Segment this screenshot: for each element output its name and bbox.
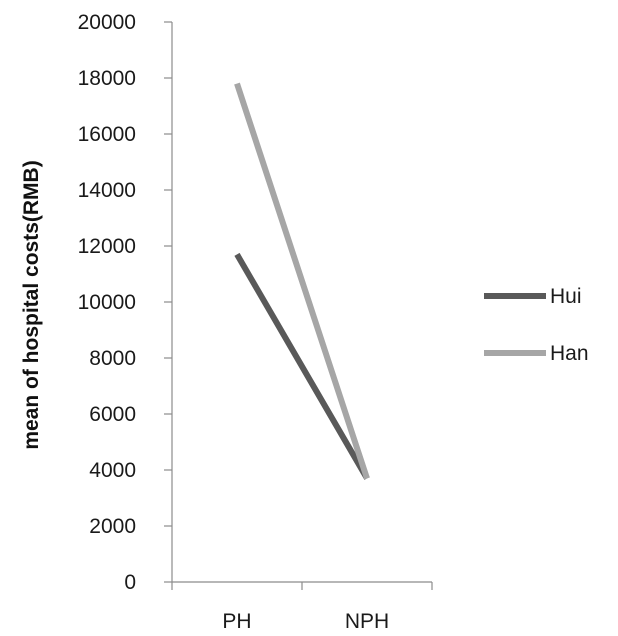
legend-label-hui: Hui bbox=[550, 285, 582, 308]
x-tick-label: PH bbox=[222, 610, 251, 633]
y-tick-label: 16000 bbox=[78, 123, 136, 146]
legend: Hui Han bbox=[484, 285, 589, 365]
y-tick-label: 10000 bbox=[78, 291, 136, 314]
x-axis: PH NPH bbox=[171, 581, 433, 633]
series-line-han bbox=[234, 82, 370, 480]
y-tick-label: 2000 bbox=[89, 515, 136, 538]
y-tick-label: 14000 bbox=[78, 179, 136, 202]
y-tick-label: 12000 bbox=[78, 235, 136, 258]
y-tick-label: 20000 bbox=[78, 11, 136, 34]
series-lines bbox=[234, 82, 370, 480]
y-tick-label: 18000 bbox=[78, 67, 136, 90]
y-tick-label: 6000 bbox=[89, 403, 136, 426]
series-line-hui bbox=[234, 252, 370, 480]
y-tick-label: 4000 bbox=[89, 459, 136, 482]
y-axis: 0 2000 4000 6000 8000 10000 12000 14000 16000 180… bbox=[78, 11, 173, 594]
y-axis-title: mean of hospital costs(RMB) bbox=[20, 160, 43, 449]
x-tick-label: NPH bbox=[345, 610, 389, 633]
y-tick-label: 0 bbox=[124, 571, 136, 594]
legend-label-han: Han bbox=[550, 342, 589, 365]
y-tick-label: 8000 bbox=[89, 347, 136, 370]
